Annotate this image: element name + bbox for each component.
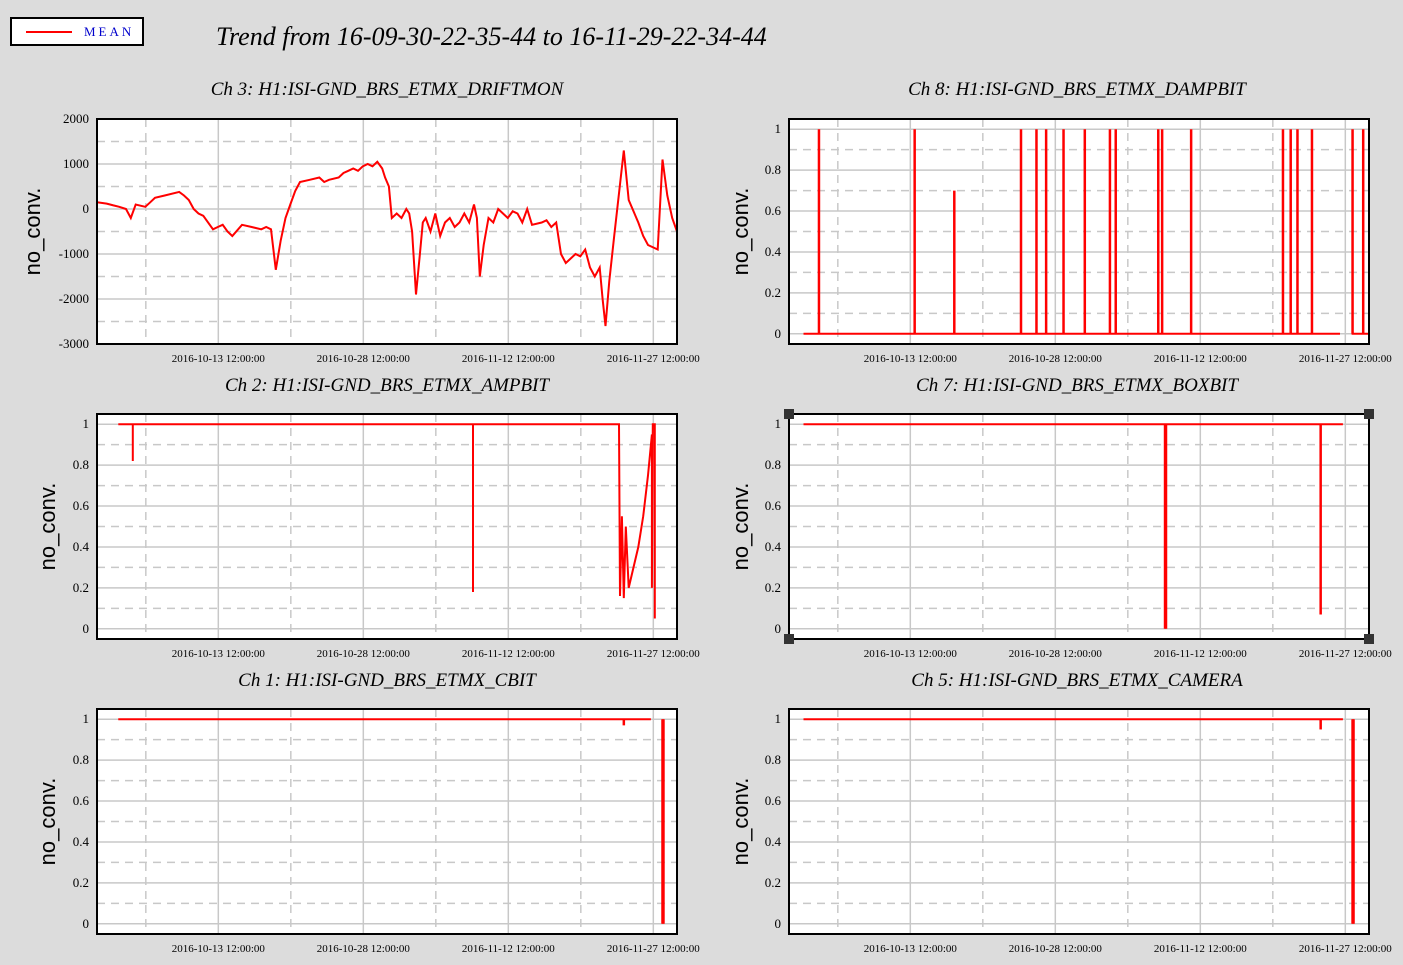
- y-tick-label: 0.8: [765, 457, 781, 472]
- y-tick-label: 0.6: [73, 498, 90, 513]
- y-axis-label: no_conv.: [728, 778, 753, 866]
- selection-handle: [784, 634, 794, 644]
- y-axis-label: no_conv.: [728, 188, 753, 276]
- x-tick-label: 2016-11-12 12:00:00: [462, 648, 555, 660]
- plot-title-2: Ch 8: H1:ISI-GND_BRS_ETMX_DAMPBIT: [908, 79, 1247, 100]
- x-tick-label: 2016-11-12 12:00:00: [1154, 943, 1247, 955]
- y-tick-label: 1: [83, 711, 90, 726]
- plot-title-4: Ch 7: H1:ISI-GND_BRS_ETMX_BOXBIT: [916, 375, 1239, 396]
- plot-title-5: Ch 1: H1:ISI-GND_BRS_ETMX_CBIT: [238, 670, 537, 691]
- legend-swatch: [26, 31, 72, 33]
- y-tick-label: 1: [775, 121, 782, 136]
- y-tick-label: -1000: [59, 246, 89, 261]
- series-line-mean: [118, 423, 656, 619]
- x-tick-label: 2016-11-12 12:00:00: [462, 353, 555, 365]
- y-tick-label: 1000: [63, 156, 89, 171]
- y-tick-label: 0.8: [73, 752, 89, 767]
- plot-title-6: Ch 5: H1:ISI-GND_BRS_ETMX_CAMERA: [911, 670, 1243, 691]
- plot-frame-6: [788, 708, 1370, 935]
- y-tick-label: 0: [775, 916, 782, 931]
- x-tick-label: 2016-11-27 12:00:00: [1299, 353, 1392, 365]
- x-tick-label: 2016-10-28 12:00:00: [317, 943, 411, 955]
- y-axis-label: no_conv.: [728, 483, 753, 571]
- y-axis-label: no_conv.: [20, 188, 45, 276]
- y-tick-label: 0.6: [73, 793, 90, 808]
- x-tick-label: 2016-10-13 12:00:00: [172, 943, 266, 955]
- plot-title-3: Ch 2: H1:ISI-GND_BRS_ETMX_AMPBIT: [225, 375, 550, 396]
- x-tick-label: 2016-10-28 12:00:00: [317, 353, 411, 365]
- x-tick-label: 2016-11-27 12:00:00: [607, 943, 700, 955]
- y-tick-label: 0.4: [765, 834, 782, 849]
- y-tick-label: 0: [775, 621, 782, 636]
- y-tick-label: -3000: [59, 336, 89, 351]
- y-axis-label: no_conv.: [35, 778, 60, 866]
- x-tick-label: 2016-11-27 12:00:00: [607, 648, 700, 660]
- y-tick-label: 1: [775, 711, 782, 726]
- y-tick-label: -2000: [59, 291, 89, 306]
- y-tick-label: 0: [83, 621, 90, 636]
- y-tick-label: 0.2: [765, 875, 781, 890]
- y-tick-label: 0.4: [73, 834, 90, 849]
- plot-frame-2: [788, 118, 1370, 345]
- y-tick-label: 0.6: [765, 793, 782, 808]
- plot-frame-5: [96, 708, 678, 935]
- page-title: Trend from 16-09-30-22-35-44 to 16-11-29…: [216, 22, 767, 51]
- selection-handle: [1364, 634, 1374, 644]
- y-tick-label: 0: [775, 326, 782, 341]
- y-tick-label: 0: [83, 916, 90, 931]
- x-tick-label: 2016-10-13 12:00:00: [864, 943, 958, 955]
- y-axis-label: no_conv.: [35, 483, 60, 571]
- y-tick-label: 0.2: [73, 580, 89, 595]
- legend-label: MEAN: [84, 24, 135, 39]
- x-tick-label: 2016-10-28 12:00:00: [1009, 943, 1103, 955]
- y-tick-label: 0.6: [765, 203, 782, 218]
- x-tick-label: 2016-11-27 12:00:00: [1299, 648, 1392, 660]
- plot-frame-3: [96, 413, 678, 640]
- legend-box: MEAN: [10, 17, 144, 46]
- y-tick-label: 1: [775, 416, 782, 431]
- x-tick-label: 2016-10-13 12:00:00: [172, 353, 266, 365]
- y-tick-label: 2000: [63, 111, 89, 126]
- x-tick-label: 2016-11-12 12:00:00: [462, 943, 555, 955]
- x-tick-label: 2016-10-28 12:00:00: [1009, 648, 1103, 660]
- y-tick-label: 0.8: [73, 457, 89, 472]
- y-tick-label: 0.8: [765, 162, 781, 177]
- y-tick-label: 0.4: [765, 539, 782, 554]
- x-tick-label: 2016-10-28 12:00:00: [1009, 353, 1103, 365]
- y-tick-label: 0.4: [765, 244, 782, 259]
- y-tick-label: 1: [83, 416, 90, 431]
- plot-title-1: Ch 3: H1:ISI-GND_BRS_ETMX_DRIFTMON: [211, 79, 565, 100]
- selection-handle: [784, 409, 794, 419]
- plot-frame-4: [788, 413, 1370, 640]
- y-tick-label: 0.2: [765, 580, 781, 595]
- x-tick-label: 2016-10-28 12:00:00: [317, 648, 411, 660]
- y-tick-label: 0.6: [765, 498, 782, 513]
- x-tick-label: 2016-10-13 12:00:00: [864, 648, 958, 660]
- selection-handle: [1364, 409, 1374, 419]
- x-tick-label: 2016-10-13 12:00:00: [172, 648, 266, 660]
- x-tick-label: 2016-11-12 12:00:00: [1154, 648, 1247, 660]
- x-tick-label: 2016-10-13 12:00:00: [864, 353, 958, 365]
- x-tick-label: 2016-11-27 12:00:00: [607, 353, 700, 365]
- plot-frame-1: [96, 118, 678, 345]
- y-tick-label: 0: [83, 201, 90, 216]
- x-tick-label: 2016-11-12 12:00:00: [1154, 353, 1247, 365]
- x-tick-label: 2016-11-27 12:00:00: [1299, 943, 1392, 955]
- series-line-mean: [97, 150, 677, 327]
- y-tick-label: 0.8: [765, 752, 781, 767]
- y-tick-label: 0.2: [765, 285, 781, 300]
- y-tick-label: 0.4: [73, 539, 90, 554]
- y-tick-label: 0.2: [73, 875, 89, 890]
